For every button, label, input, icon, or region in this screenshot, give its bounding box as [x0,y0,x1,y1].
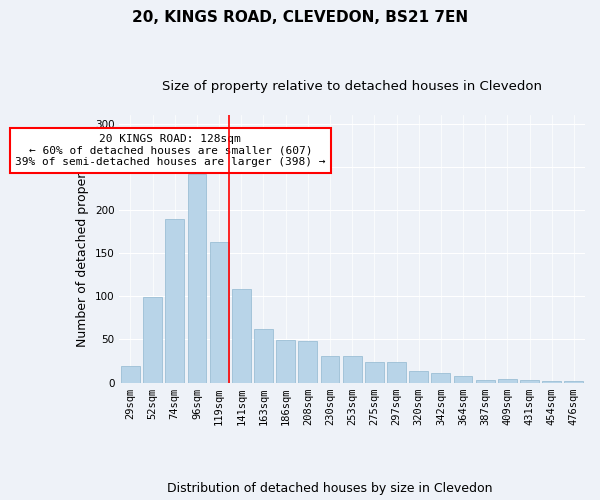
Bar [298,341,317,382]
Bar [542,381,561,382]
Bar [166,218,184,382]
Bar [188,174,206,382]
Bar [254,329,273,382]
Text: Distribution of detached houses by size in Clevedon: Distribution of detached houses by size … [167,482,493,495]
Bar [409,370,428,382]
Bar [209,242,229,382]
Bar [565,381,583,382]
Bar [454,376,472,382]
Bar [276,340,295,382]
Bar [320,356,340,382]
Bar [143,297,162,382]
Bar [365,362,384,382]
Bar [498,379,517,382]
Y-axis label: Number of detached properties: Number of detached properties [76,150,89,348]
Bar [232,288,251,382]
Title: Size of property relative to detached houses in Clevedon: Size of property relative to detached ho… [162,80,542,93]
Bar [431,373,450,382]
Bar [121,366,140,382]
Bar [520,380,539,382]
Bar [387,362,406,382]
Text: 20 KINGS ROAD: 128sqm
← 60% of detached houses are smaller (607)
39% of semi-det: 20 KINGS ROAD: 128sqm ← 60% of detached … [15,134,326,167]
Text: 20, KINGS ROAD, CLEVEDON, BS21 7EN: 20, KINGS ROAD, CLEVEDON, BS21 7EN [132,10,468,25]
Bar [343,356,362,382]
Bar [476,380,494,382]
